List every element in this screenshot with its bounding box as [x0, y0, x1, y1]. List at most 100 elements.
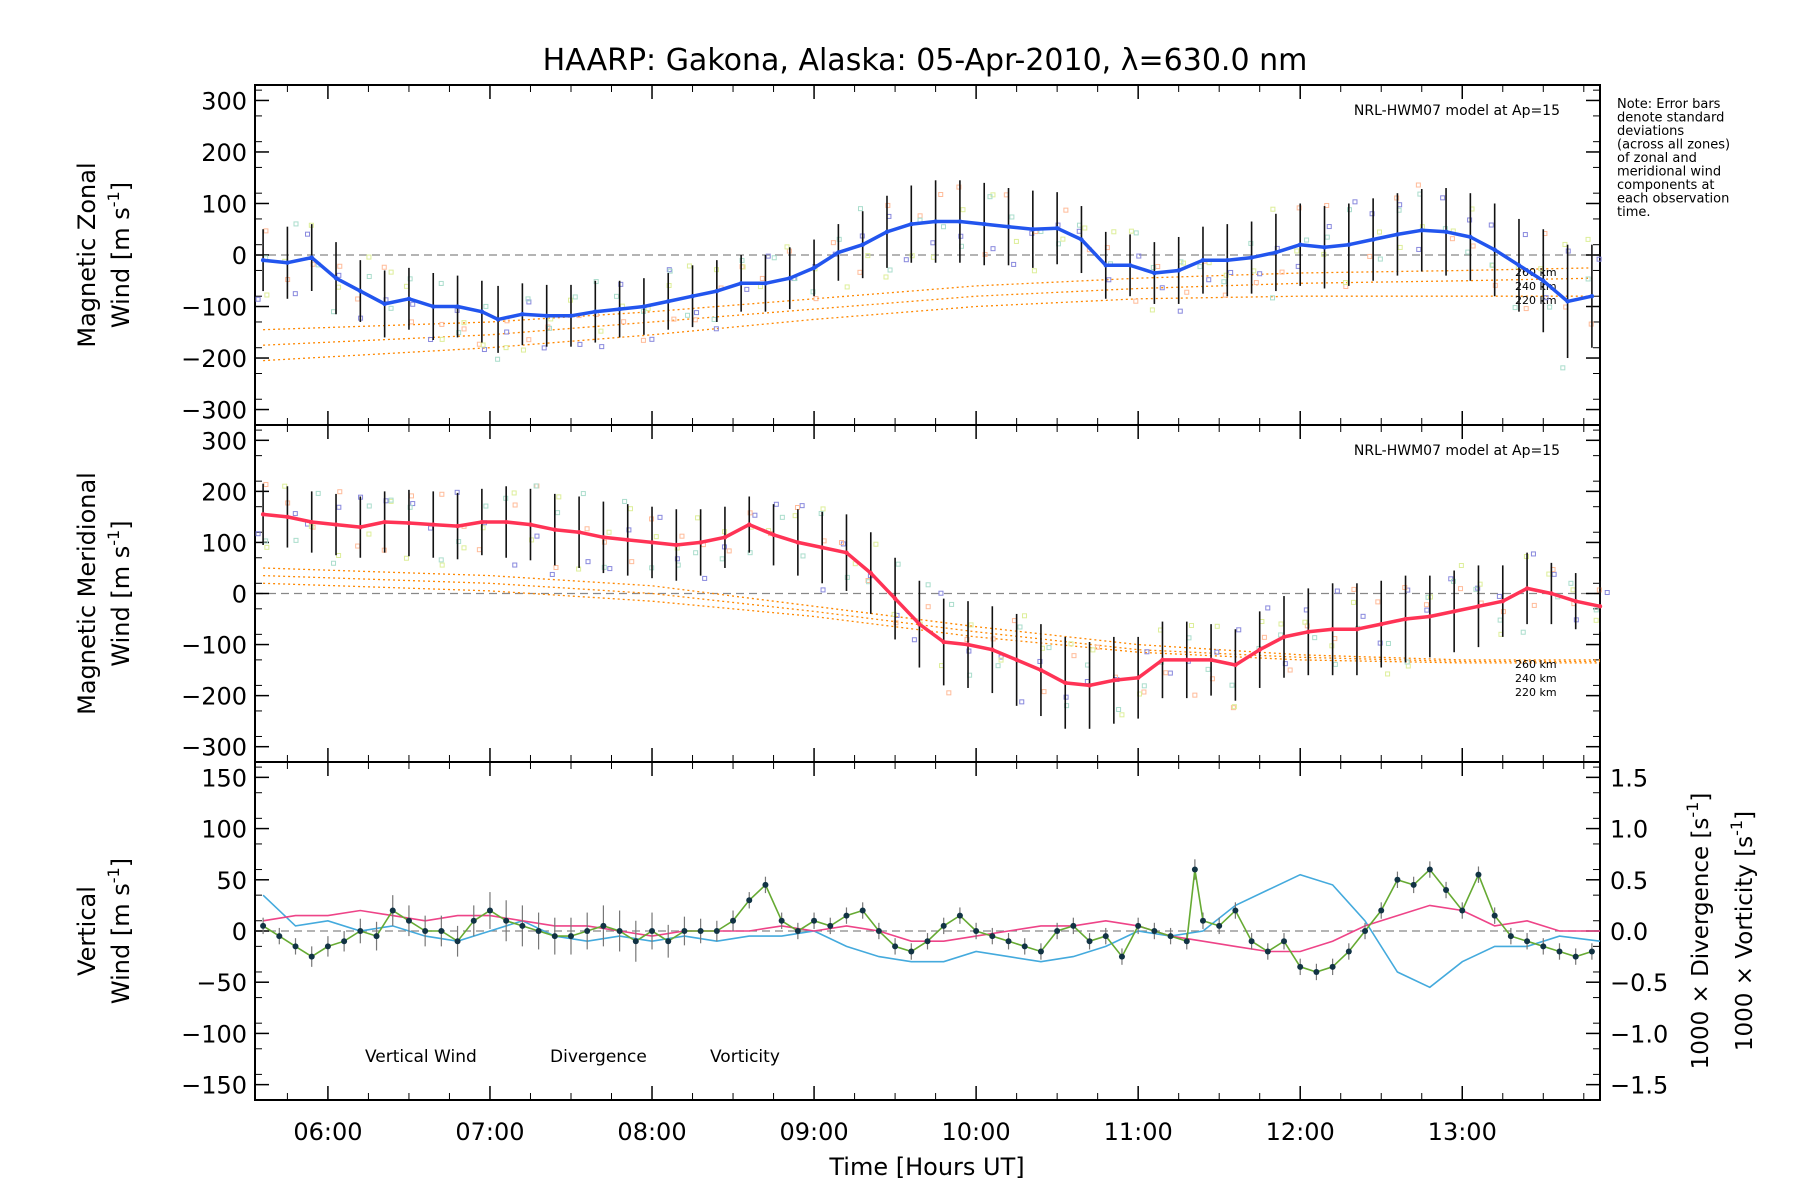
zone-point	[1415, 182, 1421, 188]
zone-point	[264, 292, 270, 298]
zone-point	[556, 494, 562, 500]
y2-tick-label: −1.5	[1610, 1072, 1668, 1100]
meridional-wind-point	[576, 530, 582, 535]
zone-point	[836, 236, 842, 242]
zonal-wind-point	[1176, 268, 1181, 273]
meridional-wind-point	[1306, 629, 1311, 634]
vertical-wind-point	[1507, 933, 1514, 940]
zone-point	[593, 279, 599, 285]
zone-point	[1090, 647, 1096, 653]
zone-point	[771, 255, 777, 261]
zone-point	[541, 345, 547, 351]
meridional-wind-point	[528, 522, 533, 527]
zonal-wind-point	[1565, 299, 1570, 304]
zone-point	[336, 272, 342, 278]
zone-point	[1531, 602, 1537, 608]
meridional-wind-point	[1476, 604, 1481, 609]
vertical-wind-point	[1362, 928, 1369, 934]
zonal-wind-point	[1054, 226, 1060, 231]
legend-item: Vorticity	[710, 1047, 780, 1067]
zone-point	[800, 553, 806, 559]
zone-point	[1416, 246, 1422, 252]
y2-axis-label-divergence-text: 1000 × Divergence [s-1]	[1683, 793, 1714, 1070]
zonal-wind-point	[1200, 257, 1206, 263]
zone-point	[483, 503, 489, 509]
zone-point	[282, 483, 288, 489]
meridional-wind-point	[1451, 609, 1457, 614]
zone-point	[520, 347, 526, 353]
zone-point	[533, 483, 539, 489]
zone-point	[534, 533, 540, 539]
zone-point	[1223, 272, 1229, 278]
meridional-wind-point	[552, 527, 557, 532]
zone-point	[512, 562, 518, 568]
zone-point	[461, 545, 467, 551]
meridional-wind-point	[819, 545, 825, 550]
x-tick-label: 09:00	[779, 1118, 848, 1146]
x-tick-label: 12:00	[1266, 1118, 1335, 1146]
vertical-wind-point	[1588, 948, 1595, 955]
model-curve	[263, 574, 1600, 663]
meridional-wind-point	[309, 519, 314, 525]
vertical-wind-point	[1151, 928, 1158, 934]
note-line: denote standard	[1617, 111, 1724, 126]
vertical-wind-point	[567, 933, 574, 940]
zone-point	[1377, 256, 1383, 262]
zonal-wind-point	[836, 250, 841, 255]
zone-point	[653, 534, 659, 540]
y-tick-label: −100	[181, 1020, 247, 1048]
meridional-wind-point	[990, 647, 995, 652]
zone-point	[1063, 207, 1069, 213]
zone-point	[1141, 683, 1147, 689]
zone-point	[1270, 206, 1276, 212]
zone-point	[1562, 241, 1568, 247]
y-tick-label: 100	[201, 190, 247, 218]
zone-point	[255, 296, 261, 302]
zone-point	[439, 491, 445, 497]
y2-tick-label: −0.5	[1610, 969, 1668, 997]
zone-point	[1334, 588, 1340, 594]
zone-point	[1377, 229, 1383, 235]
zone-point	[1593, 617, 1599, 623]
zone-point	[995, 663, 1001, 669]
meridional-wind-point	[1549, 591, 1554, 596]
zonal-wind-point	[666, 299, 671, 304]
zone-point	[799, 503, 805, 509]
vertical-wind-point	[1005, 938, 1012, 945]
zone-point	[1116, 706, 1122, 712]
meridional-wind-point	[917, 621, 922, 627]
zone-point	[990, 636, 996, 642]
zone-point	[1214, 649, 1220, 655]
zone-point	[694, 310, 700, 316]
zone-point	[549, 571, 555, 577]
zone-point	[1037, 658, 1043, 664]
zonal-wind-point	[568, 313, 574, 318]
zone-point	[439, 321, 445, 327]
vertical-wind-point	[875, 928, 882, 934]
vertical-wind-point	[1037, 948, 1044, 955]
panel-zonal: 300 200 100 0 −100 −200 −300 NRL-HWM07 model at…	[73, 84, 1602, 426]
zonal-wind-point	[690, 294, 695, 299]
vertical-wind-point	[1135, 922, 1142, 929]
zone-point	[1593, 607, 1599, 613]
zonal-wind-point	[544, 313, 549, 318]
vertical-wind-point	[503, 917, 510, 924]
zone-point	[891, 611, 897, 617]
zone-point	[601, 539, 607, 545]
zone-point	[1019, 699, 1025, 705]
zone-point	[1377, 640, 1383, 646]
zone-point	[456, 330, 462, 336]
zone-point	[865, 253, 871, 259]
zone-point	[759, 275, 765, 281]
zonal-wind-point	[309, 255, 314, 260]
meridional-wind-point	[1087, 683, 1092, 688]
vertical-wind-point	[373, 933, 380, 940]
zone-point	[1367, 253, 1373, 259]
zone-point	[1568, 580, 1574, 586]
meridional-wind-point	[455, 523, 460, 529]
meridional-wind-point	[795, 540, 801, 545]
vertical-wind-point	[697, 928, 704, 934]
vertical-wind-point	[1021, 943, 1028, 950]
vertical-wind-point	[470, 917, 477, 924]
zone-point	[685, 312, 691, 318]
